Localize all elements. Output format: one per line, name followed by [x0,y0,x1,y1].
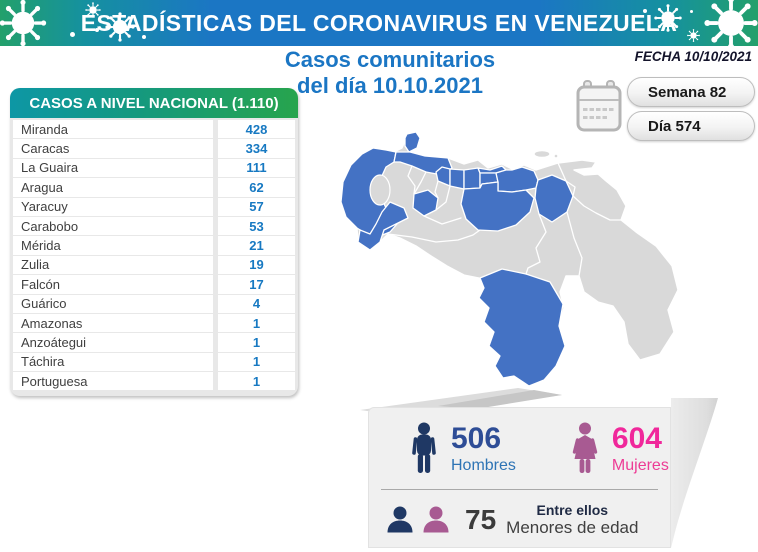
women-count: 604 [611,422,662,456]
table-row: Anzoátegui 1 [13,333,295,352]
state-anzoategui [534,174,574,223]
day-badge: Día 574 [627,111,755,141]
week-badge: Semana 82 [627,77,755,107]
state-name: Portuguesa [13,372,213,391]
state-name: Caracas [13,139,213,158]
page-curl-decoration [671,398,718,548]
table-row: Guárico 4 [13,294,295,313]
panel-divider [381,489,658,490]
man-icon [412,422,436,473]
state-value: 4 [218,294,295,313]
state-value: 53 [218,216,295,236]
state-value: 334 [218,139,295,158]
state-name: La Guaira [13,158,213,178]
state-name: Zulia [13,255,213,275]
state-value: 17 [218,275,295,294]
minors-label-bottom: Menores de edad [506,518,639,538]
subtitle-line1: Casos comunitarios [284,47,496,72]
table-rows: Miranda 428 Caracas 334 La Guaira 111 Ar… [13,120,295,391]
state-name: Yaracuy [13,197,213,216]
virus-icon [700,0,758,46]
subtitle: Casos comunitarios del día 10.10.2021 [258,47,522,99]
men-label: Hombres [451,456,516,474]
state-name: Aragua [13,178,213,197]
woman-icon [572,422,598,473]
page-title: ESTADÍSTICAS DEL CORONAVIRUS EN VENEZUEL… [80,9,678,36]
table-header: CASOS A NIVEL NACIONAL (1.110) [10,88,298,118]
state-name: Carabobo [13,216,213,236]
state-name: Anzoátegui [13,333,213,352]
state-falcon-paraguana [404,131,421,153]
state-miranda [495,166,539,193]
table-row: La Guaira 111 [13,158,295,178]
state-amazonas [478,268,566,387]
state-value: 62 [218,178,295,197]
men-stat: 506 Hombres [407,422,516,476]
men-count: 506 [451,422,502,456]
gender-panel: 506 Hombres 604 Mujeres [368,407,671,548]
state-tachira-merida [357,201,409,251]
table-row: Yaracuy 57 [13,197,295,216]
venezuela-map [340,131,679,387]
state-value: 1 [218,313,295,333]
state-name: Falcón [13,275,213,294]
minors-stat: 75 Entre ellos Menores de edad [385,502,638,538]
table-row: Zulia 19 [13,255,295,275]
table-row: Caracas 334 [13,139,295,158]
table-row: Mérida 21 [13,236,295,255]
calendar-icon [576,80,622,139]
table-row: Amazonas 1 [13,313,295,333]
state-carabobo [449,168,465,190]
minors-count: 75 [465,503,497,535]
state-guarico [460,181,535,232]
state-value: 21 [218,236,295,255]
state-value: 57 [218,197,295,216]
header-banner: ESTADÍSTICAS DEL CORONAVIRUS EN VENEZUEL… [0,0,758,46]
table-row: Miranda 428 [13,120,295,139]
cases-table: CASOS A NIVEL NACIONAL (1.110) Miranda 4… [10,88,298,397]
map-island [533,149,551,159]
table-row: Portuguesa 1 [13,372,295,391]
table-row: Carabobo 53 [13,216,295,236]
state-value: 1 [218,333,295,352]
women-stat: 604 Mujeres [568,422,669,476]
state-value: 111 [218,158,295,178]
table-row: Falcón 17 [13,275,295,294]
state-name: Táchira [13,352,213,372]
subtitle-line2: del día 10.10.2021 [297,73,483,98]
state-aragua [463,167,481,190]
lake-maracaibo [369,174,391,206]
date-label: FECHA 10/10/2021 [634,49,752,64]
virus-icon [0,0,50,46]
women-label: Mujeres [611,456,669,474]
state-value: 19 [218,255,295,275]
minors-label-top: Entre ellos [536,502,609,518]
state-value: 428 [218,120,295,139]
virus-icon [686,28,701,43]
state-value: 1 [218,372,295,391]
state-name: Miranda [13,120,213,139]
state-border-lines [387,162,622,277]
boy-bust-icon [387,506,413,533]
state-name: Guárico [13,294,213,313]
state-name: Amazonas [13,313,213,333]
table-row: Aragua 62 [13,178,295,197]
state-name: Mérida [13,236,213,255]
state-value: 1 [218,352,295,372]
girl-bust-icon [423,506,449,533]
table-row: Táchira 1 [13,352,295,372]
